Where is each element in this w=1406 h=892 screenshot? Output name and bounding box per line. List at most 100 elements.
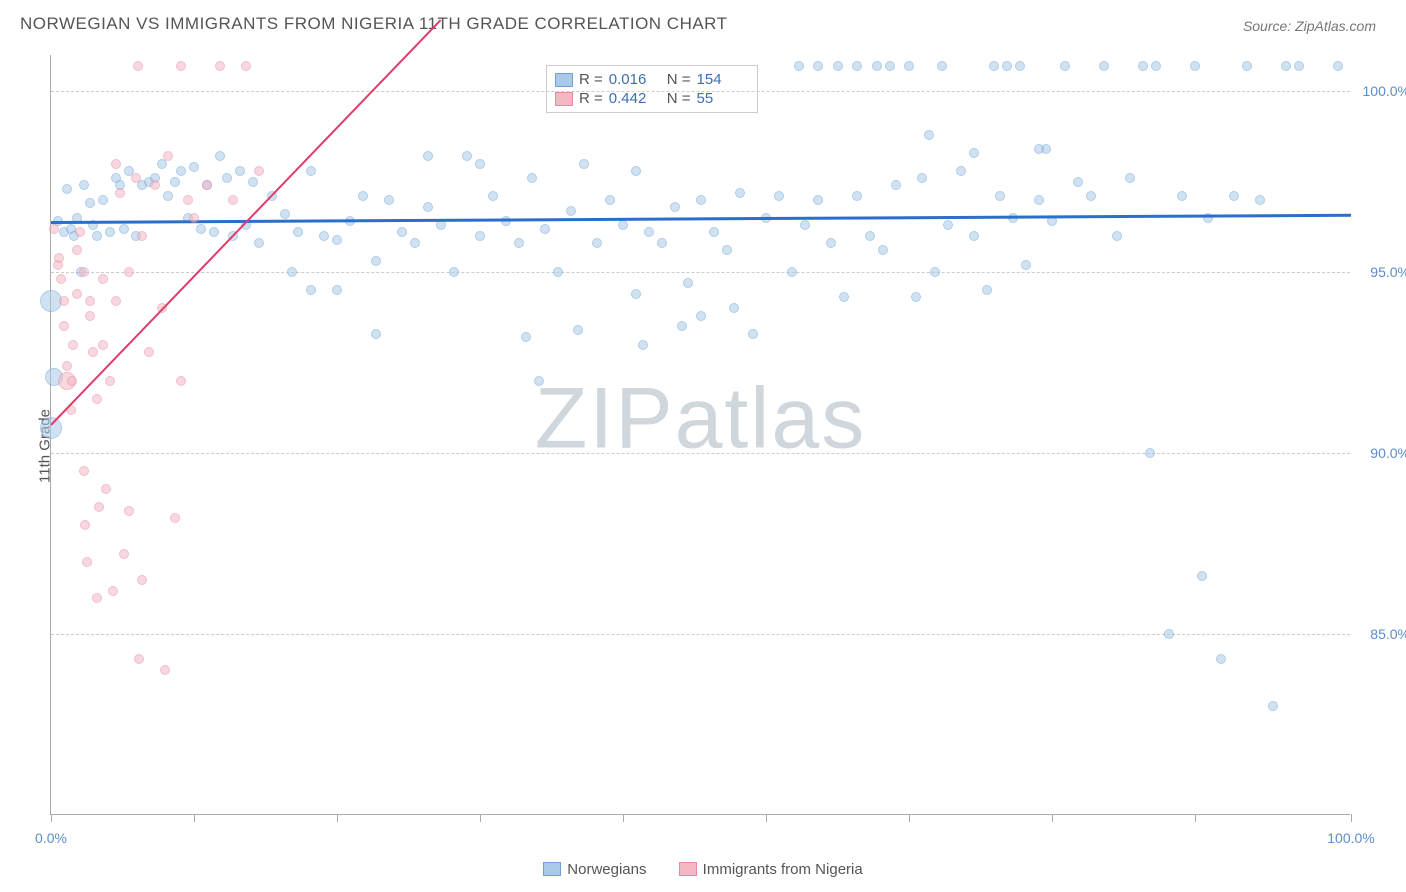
data-point [839,292,849,302]
data-point [332,285,342,295]
data-point [1229,191,1239,201]
data-point [105,227,115,237]
legend-stats: R = 0.016 N = 154 R = 0.442 N = 55 [546,65,758,113]
data-point [638,340,648,350]
data-point [68,340,78,350]
data-point [92,231,102,241]
data-point [137,575,147,585]
data-point [75,227,85,237]
data-point [163,191,173,201]
data-point [1015,61,1025,71]
data-point [170,177,180,187]
data-point [904,61,914,71]
data-point [98,340,108,350]
data-point [196,224,206,234]
gridline [51,91,1350,92]
x-tick [1052,814,1053,822]
data-point [527,173,537,183]
data-point [209,227,219,237]
data-point [133,61,143,71]
legend-item-0: Norwegians [543,861,646,878]
x-tick [766,814,767,822]
data-point [254,238,264,248]
data-point [80,520,90,530]
data-point [131,173,141,183]
data-point [813,61,823,71]
data-point [235,166,245,176]
data-point [794,61,804,71]
legend-swatch-nigeria [679,862,697,876]
data-point [160,665,170,675]
x-tick [51,814,52,822]
data-point [82,557,92,567]
data-point [105,376,115,386]
data-point [119,549,129,559]
data-point [1281,61,1291,71]
data-point [924,130,934,140]
data-point [54,253,64,263]
data-point [119,224,129,234]
n-value-0: 154 [697,71,749,88]
data-point [709,227,719,237]
data-point [254,166,264,176]
data-point [176,61,186,71]
data-point [1047,216,1057,226]
data-point [215,151,225,161]
source-text: Source: ZipAtlas.com [1243,18,1376,34]
data-point [228,195,238,205]
data-point [1177,191,1187,201]
r-label: R = [579,71,603,88]
data-point [183,195,193,205]
data-point [735,188,745,198]
chart-plot-area: ZIPatlas R = 0.016 N = 154 R = 0.442 N =… [50,55,1350,815]
data-point [566,206,576,216]
data-point [248,177,258,187]
data-point [573,325,583,335]
data-point [115,188,125,198]
data-point [605,195,615,205]
data-point [449,267,459,277]
data-point [833,61,843,71]
data-point [937,61,947,71]
data-point [943,220,953,230]
data-point [1164,629,1174,639]
gridline [51,272,1350,273]
data-point [62,361,72,371]
data-point [287,267,297,277]
data-point [1242,61,1252,71]
data-point [319,231,329,241]
data-point [332,235,342,245]
data-point [1294,61,1304,71]
data-point [1125,173,1135,183]
data-point [170,513,180,523]
data-point [911,292,921,302]
data-point [101,484,111,494]
data-point [982,285,992,295]
data-point [885,61,895,71]
data-point [88,347,98,357]
x-tick [1195,814,1196,822]
data-point [1255,195,1265,205]
x-tick [194,814,195,822]
data-point [748,329,758,339]
data-point [79,180,89,190]
data-point [677,321,687,331]
x-tick [337,814,338,822]
data-point [241,61,251,71]
data-point [989,61,999,71]
data-point [144,347,154,357]
y-tick-label: 100.0% [1355,83,1406,99]
data-point [202,180,212,190]
chart-title: NORWEGIAN VS IMMIGRANTS FROM NIGERIA 11T… [20,14,728,34]
data-point [872,61,882,71]
data-point [852,191,862,201]
data-point [930,267,940,277]
data-point [94,502,104,512]
x-tick [480,814,481,822]
data-point [280,209,290,219]
data-point [852,61,862,71]
data-point [540,224,550,234]
data-point [514,238,524,248]
n-label: N = [667,90,691,107]
data-point [1197,571,1207,581]
